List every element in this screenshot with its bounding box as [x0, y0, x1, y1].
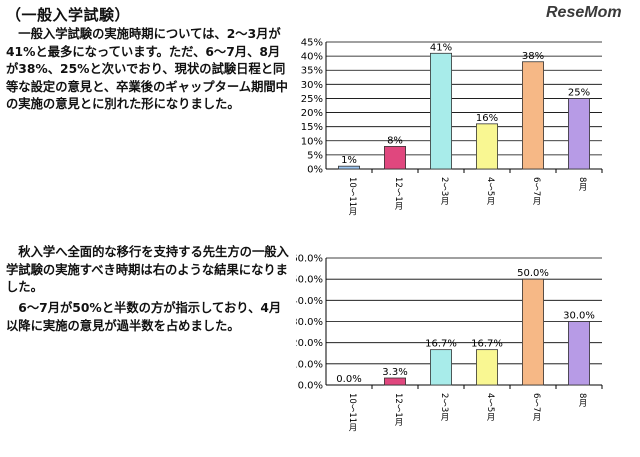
- y-tick-label: 20.0%: [296, 338, 323, 349]
- y-tick-label: 0.0%: [298, 381, 323, 392]
- bar-3: [430, 349, 452, 386]
- data-label: 38%: [522, 51, 544, 62]
- data-label: 30.0%: [563, 311, 595, 322]
- data-label: 3.3%: [382, 367, 407, 378]
- paragraph-2: 秋入学へ全面的な移行を支持する先生方の一般入学試験の実施すべき時期は右のような結…: [6, 245, 289, 294]
- section-heading: （一般入学試験）: [6, 6, 131, 24]
- data-label: 41%: [430, 42, 452, 53]
- y-tick-label: 20%: [301, 108, 323, 119]
- paragraph-3: 6～7月が50%と半数の方が指示しており、4月以降に実施の意見が過半数を占めまし…: [6, 301, 282, 333]
- x-tick-label: 12～1月: [393, 177, 403, 211]
- bar-2: [384, 146, 406, 170]
- x-tick-label: 2～3月: [439, 393, 449, 422]
- x-tick-label: 10～11月: [347, 393, 357, 433]
- x-tick-label: 12～1月: [393, 393, 403, 427]
- x-tick-label: 6～7月: [531, 393, 541, 422]
- x-tick-label: 2～3月: [439, 177, 449, 206]
- y-tick-label: 45%: [301, 38, 323, 49]
- bar-chart-1: 0% 5% 10% 15% 20% 25% 30% 35% 40% 45% 1% 10～11月 8% 12…: [301, 38, 603, 217]
- x-tick-label: 6～7月: [531, 177, 541, 206]
- bar-4: [476, 349, 498, 386]
- y-tick-label: 40%: [301, 52, 323, 63]
- y-tick-label: 0%: [307, 165, 323, 176]
- bar-5: [522, 61, 544, 170]
- y-tick-label: 30.0%: [296, 317, 323, 328]
- bar-chart-2: 0.0% 10.0% 20.0% 30.0% 40.0% 50.0% 60.0% 0.0% 10…: [296, 254, 603, 433]
- x-tick-label: 8月: [577, 393, 587, 408]
- paragraph-1: 一般入学試験の実施時期については、2～3月が41%と最多になっています。ただ、6…: [6, 27, 288, 111]
- bar-4: [476, 123, 498, 170]
- data-label: 16%: [476, 113, 498, 124]
- data-label: 25%: [568, 87, 590, 98]
- bar-2: [384, 377, 406, 386]
- y-tick-label: 10.0%: [296, 359, 323, 370]
- bar-5: [522, 278, 544, 386]
- data-label: 8%: [387, 135, 403, 146]
- bar-6: [568, 321, 590, 386]
- bar-3: [430, 52, 452, 170]
- data-label: 0.0%: [336, 374, 361, 385]
- data-label: 50.0%: [517, 268, 549, 279]
- x-tick-label: 10～11月: [347, 177, 357, 217]
- y-tick-label: 25%: [301, 94, 323, 105]
- watermark-logo: ReseMom: [546, 4, 622, 21]
- y-tick-label: 10%: [301, 136, 323, 147]
- x-tick-label: 4～5月: [485, 393, 495, 422]
- y-tick-label: 30%: [301, 80, 323, 91]
- data-label: 16.7%: [425, 339, 457, 350]
- bar-6: [568, 98, 590, 170]
- y-tick-label: 60.0%: [296, 254, 323, 265]
- data-label: 16.7%: [471, 339, 503, 350]
- bar-1: [338, 165, 360, 170]
- x-tick-label: 8月: [577, 177, 587, 192]
- y-tick-label: 15%: [301, 122, 323, 133]
- data-label: 1%: [341, 155, 357, 166]
- y-tick-label: 35%: [301, 66, 323, 77]
- y-tick-label: 40.0%: [296, 296, 323, 307]
- y-tick-label: 50.0%: [296, 275, 323, 286]
- x-tick-label: 4～5月: [485, 177, 495, 206]
- y-tick-label: 5%: [307, 150, 323, 161]
